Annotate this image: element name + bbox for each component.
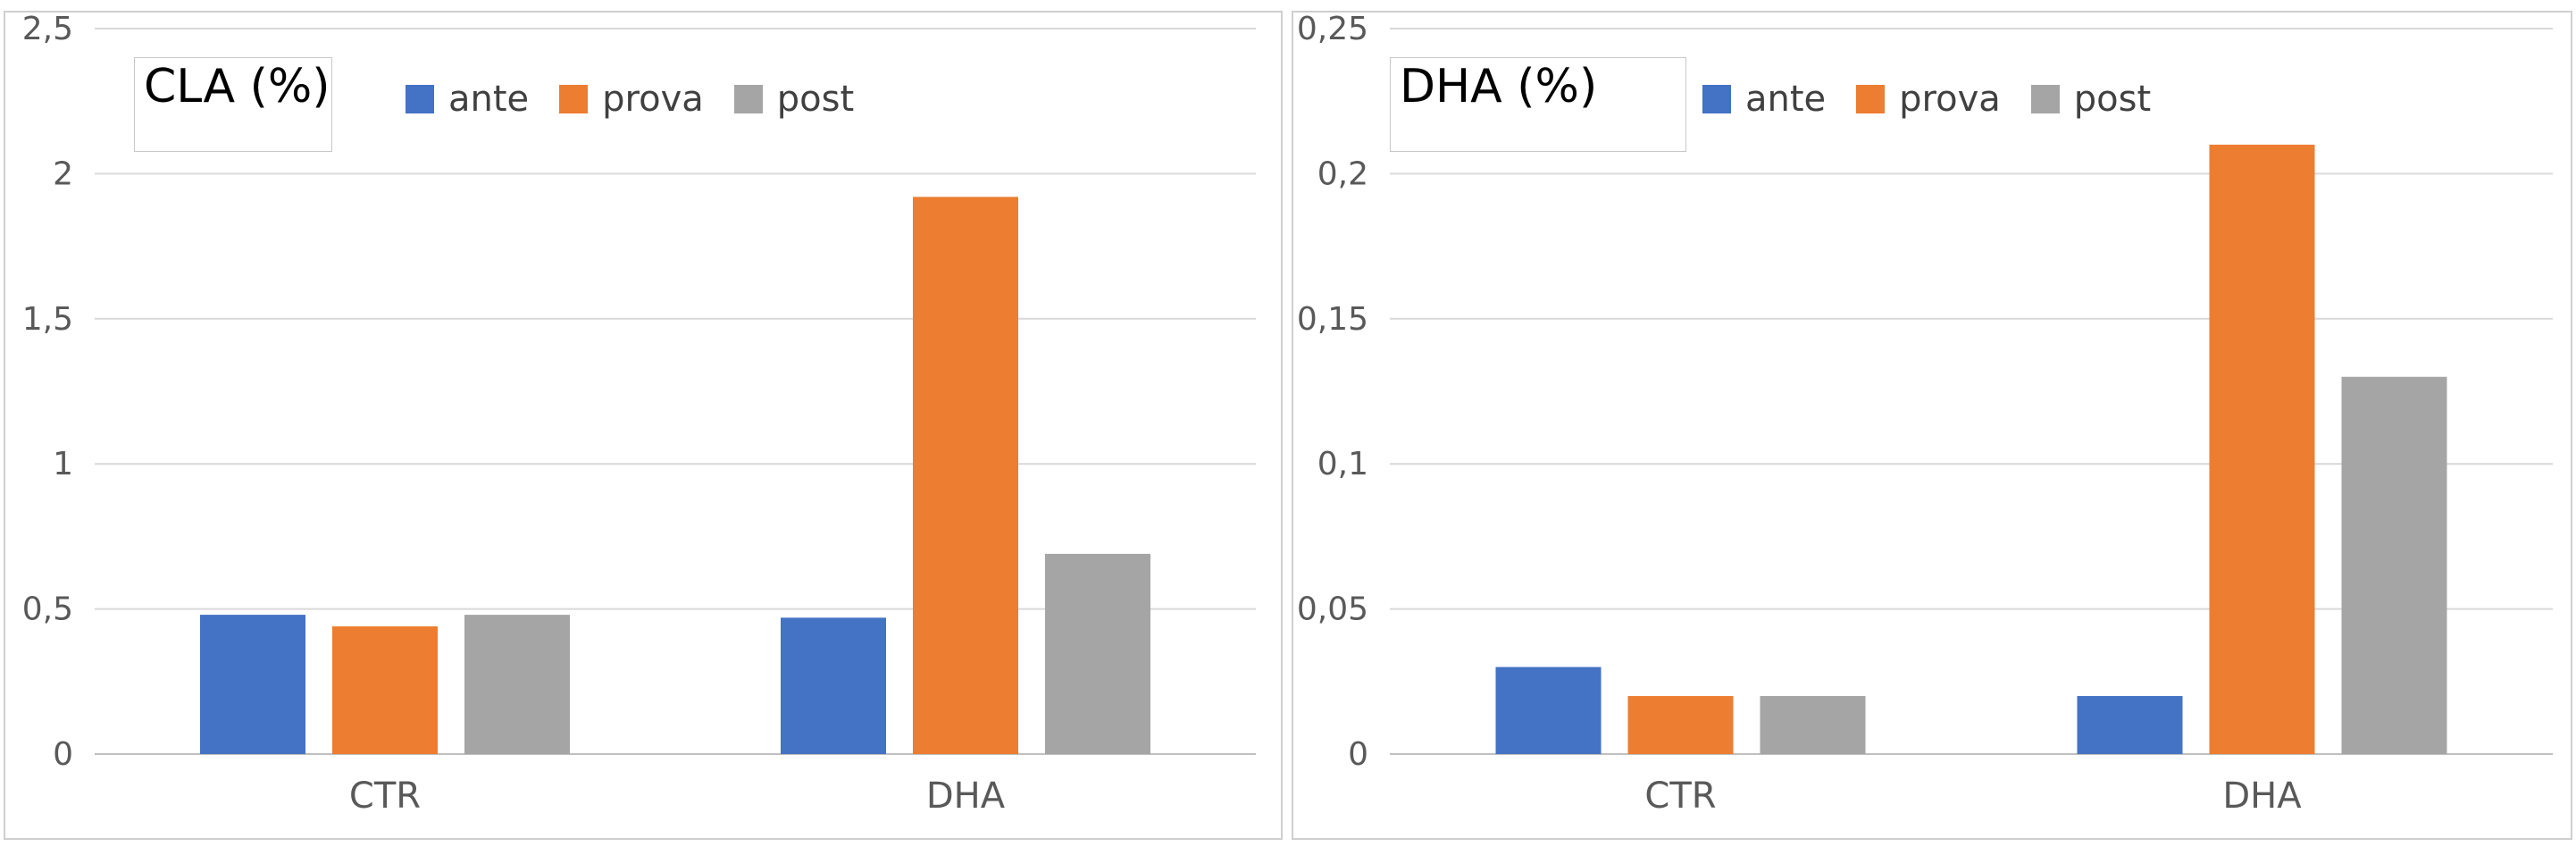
chart-legend: ante prova post [406, 79, 854, 120]
chart-title: DHA (%) [1400, 60, 1598, 113]
legend-item-prova: prova [559, 79, 704, 120]
bar-prova-ctr [332, 626, 438, 754]
bar-prova-ctr [1627, 696, 1734, 754]
legend-label-prova: prova [1899, 79, 2001, 120]
bar-post-ctr [464, 615, 570, 754]
y-tick-label: 1,5 [22, 301, 73, 338]
y-tick-label: 0,5 [22, 591, 73, 628]
chart-panel-cla: 0 0,5 1 1,5 2 2,5 CTR DHA CLA (%) ante prova po… [4, 11, 1283, 840]
y-tick-label: 0,15 [1297, 301, 1368, 338]
legend-label-post: post [776, 79, 855, 120]
legend-swatch-post [733, 85, 763, 113]
legend-label-ante: ante [1745, 79, 1827, 120]
bar-ante-ctr [200, 615, 305, 754]
bar-post-dha [2341, 376, 2447, 754]
legend-swatch-prova [1856, 85, 1886, 113]
category-label: CTR [1644, 776, 1716, 817]
legend-label-ante: ante [448, 79, 530, 120]
category-label: DHA [926, 776, 1006, 817]
y-tick-label: 0,25 [1297, 13, 1368, 47]
y-tick-label: 0,05 [1297, 591, 1368, 628]
chart-title-box: DHA (%) [1390, 57, 1686, 152]
legend-label-post: post [2073, 79, 2152, 120]
category-label: DHA [2222, 776, 2302, 817]
y-tick-label: 2 [53, 155, 73, 192]
y-tick-label: 0,2 [1317, 155, 1368, 192]
legend-item-prova: prova [1856, 79, 2001, 120]
legend-item-ante: ante [406, 79, 529, 120]
legend-swatch-ante [1702, 85, 1731, 113]
y-tick-label: 0 [1348, 736, 1368, 773]
chart-title: CLA (%) [144, 60, 330, 113]
category-label: CTR [349, 776, 421, 817]
y-tick-label: 2,5 [22, 13, 73, 47]
legend-item-post: post [733, 79, 855, 120]
legend-label-prova: prova [602, 79, 704, 120]
legend-swatch-ante [406, 85, 434, 113]
legend-item-ante: ante [1702, 79, 1826, 120]
bar-prova-dha [2209, 144, 2315, 755]
bar-ante-ctr [1495, 667, 1602, 754]
y-tick-label: 0 [53, 736, 73, 773]
y-tick-label: 1 [53, 446, 73, 482]
legend-swatch-post [2030, 85, 2060, 113]
chart-panel-dha: 0 0,05 0,1 0,15 0,2 0,25 CTR DHA DHA (%) ante p… [1292, 11, 2572, 840]
bar-ante-dha [2077, 696, 2183, 754]
y-tick-label: 0,1 [1317, 446, 1368, 482]
legend-swatch-prova [559, 85, 589, 113]
bar-post-dha [1045, 553, 1150, 754]
chart-title-box: CLA (%) [134, 57, 332, 152]
bar-ante-dha [781, 617, 886, 754]
bar-post-ctr [1760, 696, 1866, 754]
bar-prova-dha [913, 197, 1018, 754]
legend-item-post: post [2030, 79, 2152, 120]
dha-chart-svg: 0 0,05 0,1 0,15 0,2 0,25 CTR DHA [1297, 13, 2553, 817]
cla-chart-svg: 0 0,5 1 1,5 2 2,5 CTR DHA [22, 13, 1256, 817]
chart-legend: ante prova post [1702, 79, 2151, 120]
